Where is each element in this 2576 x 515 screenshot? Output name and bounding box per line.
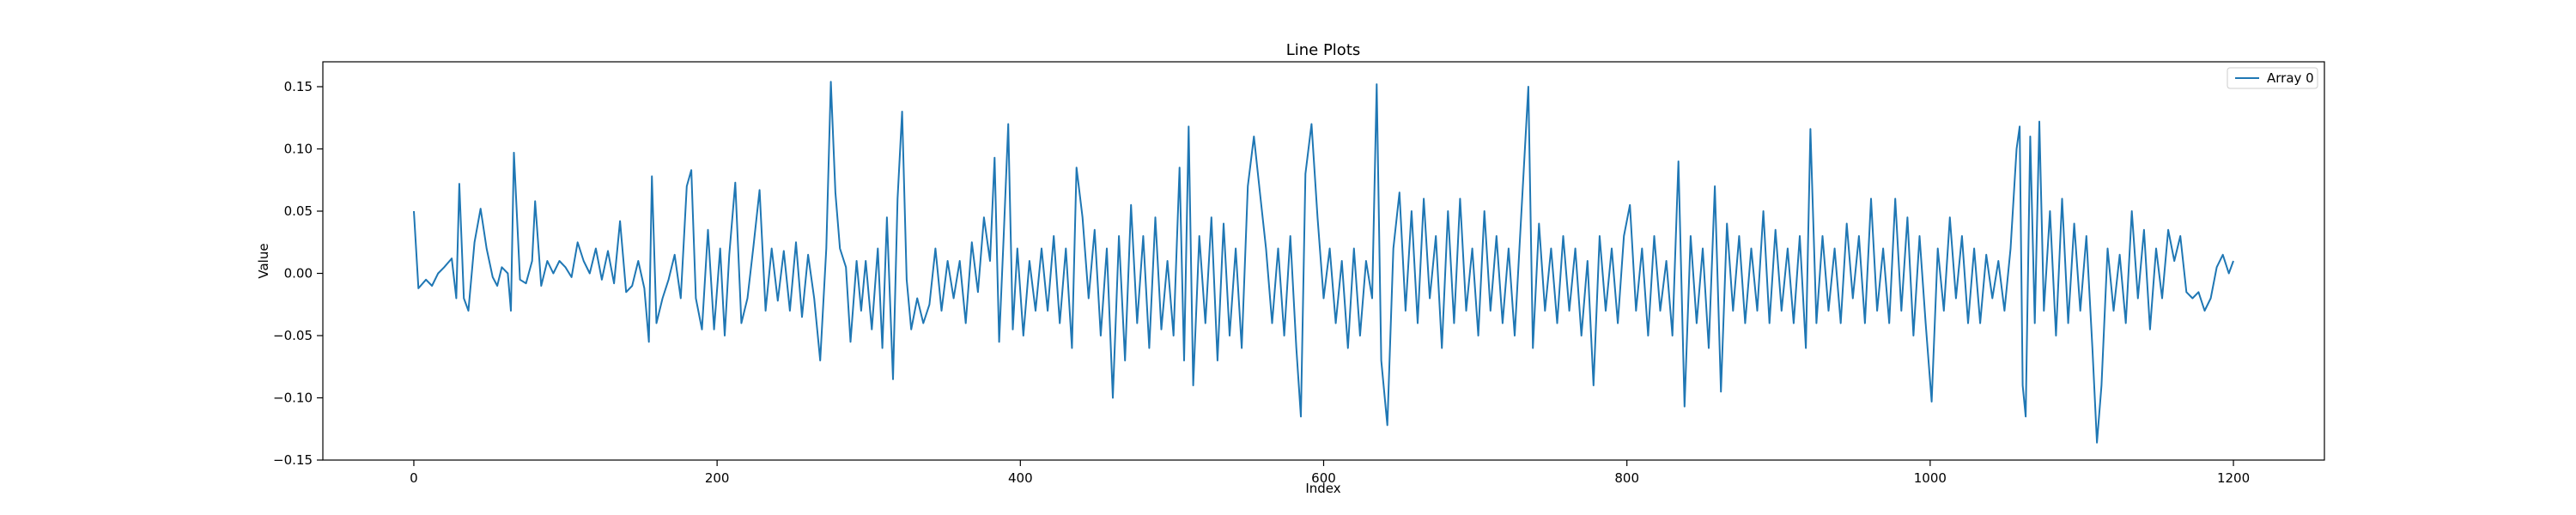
y-tick-label: 0.15	[284, 79, 313, 94]
x-tick-label: 0	[410, 470, 418, 486]
plot-area	[322, 61, 2325, 461]
x-axis: 0 200 400 600 800 1000 1200	[410, 460, 2250, 486]
legend-entry-array-0: Array 0	[2267, 70, 2314, 86]
x-tick-label: 200	[705, 470, 730, 486]
y-tick-label: 0.05	[284, 203, 313, 219]
x-tick-label: 600	[1311, 470, 1336, 486]
y-tick-label: −0.10	[273, 391, 313, 406]
x-tick-label: 800	[1614, 470, 1639, 486]
legend-box	[2227, 67, 2318, 89]
x-axis-title: Index	[1305, 481, 1340, 496]
chart-title: Line Plots	[1286, 41, 1361, 59]
y-tick-label: 0.00	[284, 266, 313, 282]
x-tick-label: 1000	[1914, 470, 1947, 486]
x-tick-label: 400	[1008, 470, 1033, 486]
series-line-array-0	[413, 81, 2234, 444]
x-tick-label: 1200	[2217, 470, 2250, 486]
legend: Array 0	[2227, 67, 2318, 89]
y-tick-label: −0.15	[273, 452, 313, 468]
y-axis: −0.15 −0.10 −0.05 0.00 0.05 0.10 0.15	[273, 79, 323, 468]
series-layer	[413, 81, 2234, 444]
y-tick-label: 0.10	[284, 142, 313, 157]
y-tick-label: −0.05	[273, 328, 313, 343]
y-axis-title: Value	[256, 243, 271, 278]
